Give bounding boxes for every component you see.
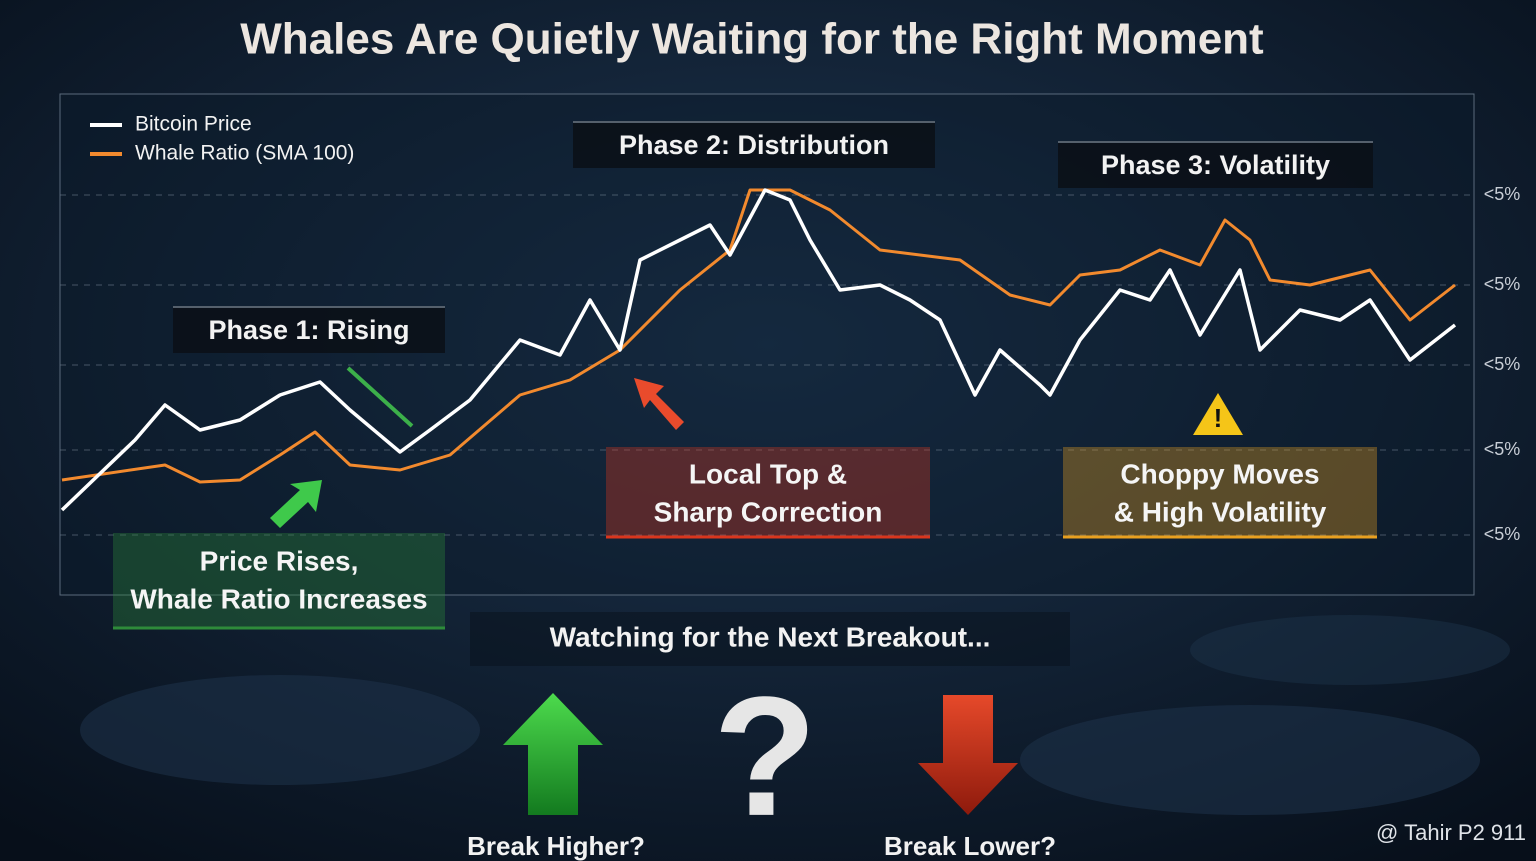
callout-text: Local Top & xyxy=(689,458,847,489)
label-box xyxy=(1058,142,1373,188)
label-box xyxy=(173,307,445,353)
label-box xyxy=(573,122,935,168)
warning-mark: ! xyxy=(1214,403,1223,433)
callout-text: Sharp Correction xyxy=(654,496,883,527)
y-tick-label: <5% xyxy=(1484,524,1521,544)
up-arrow xyxy=(503,693,603,815)
whale-silhouette xyxy=(1020,705,1480,815)
callout-text: & High Volatility xyxy=(1114,496,1327,527)
breakout-heading: Watching for the Next Breakout... xyxy=(550,621,991,652)
callout-text: Choppy Moves xyxy=(1120,458,1319,489)
chart-title: Whales Are Quietly Waiting for the Right… xyxy=(240,15,1264,64)
watermark: @ Tahir P2 911 xyxy=(1376,820,1526,845)
callout-text: Price Rises, xyxy=(200,545,359,576)
series-line xyxy=(60,188,1457,512)
y-tick-label: <5% xyxy=(1484,184,1521,204)
phase-label: Phase 3: Volatility xyxy=(1101,150,1330,180)
diagonal-arrow xyxy=(346,366,414,428)
red-arrow xyxy=(634,378,684,430)
series-line xyxy=(61,188,1456,484)
breakout-option: Break Lower? xyxy=(884,831,1056,861)
breakout-option: ? xyxy=(713,662,817,852)
whale-silhouette xyxy=(80,675,480,785)
phase-label: Phase 1: Rising xyxy=(208,315,409,345)
whale-silhouette xyxy=(1190,615,1510,685)
phase-label: Phase 2: Distribution xyxy=(619,130,889,160)
down-arrow xyxy=(918,695,1018,815)
callout-text: Whale Ratio Increases xyxy=(130,583,427,614)
y-tick-label: <5% xyxy=(1484,274,1521,294)
label-box xyxy=(113,533,445,628)
y-tick-label: <5% xyxy=(1484,354,1521,374)
label-box xyxy=(1063,447,1377,537)
legend-label: Bitcoin Price xyxy=(135,113,252,136)
y-tick-label: <5% xyxy=(1484,439,1521,459)
label-box xyxy=(606,447,930,537)
warning-icon xyxy=(1193,393,1243,435)
breakout-option: Break Higher? xyxy=(467,831,645,861)
plot: <5% <5% <5% <5% <5% xyxy=(60,184,1520,544)
legend-label: Whale Ratio (SMA 100) xyxy=(135,142,354,165)
label-box xyxy=(470,612,1070,666)
green-arrow xyxy=(270,480,322,528)
